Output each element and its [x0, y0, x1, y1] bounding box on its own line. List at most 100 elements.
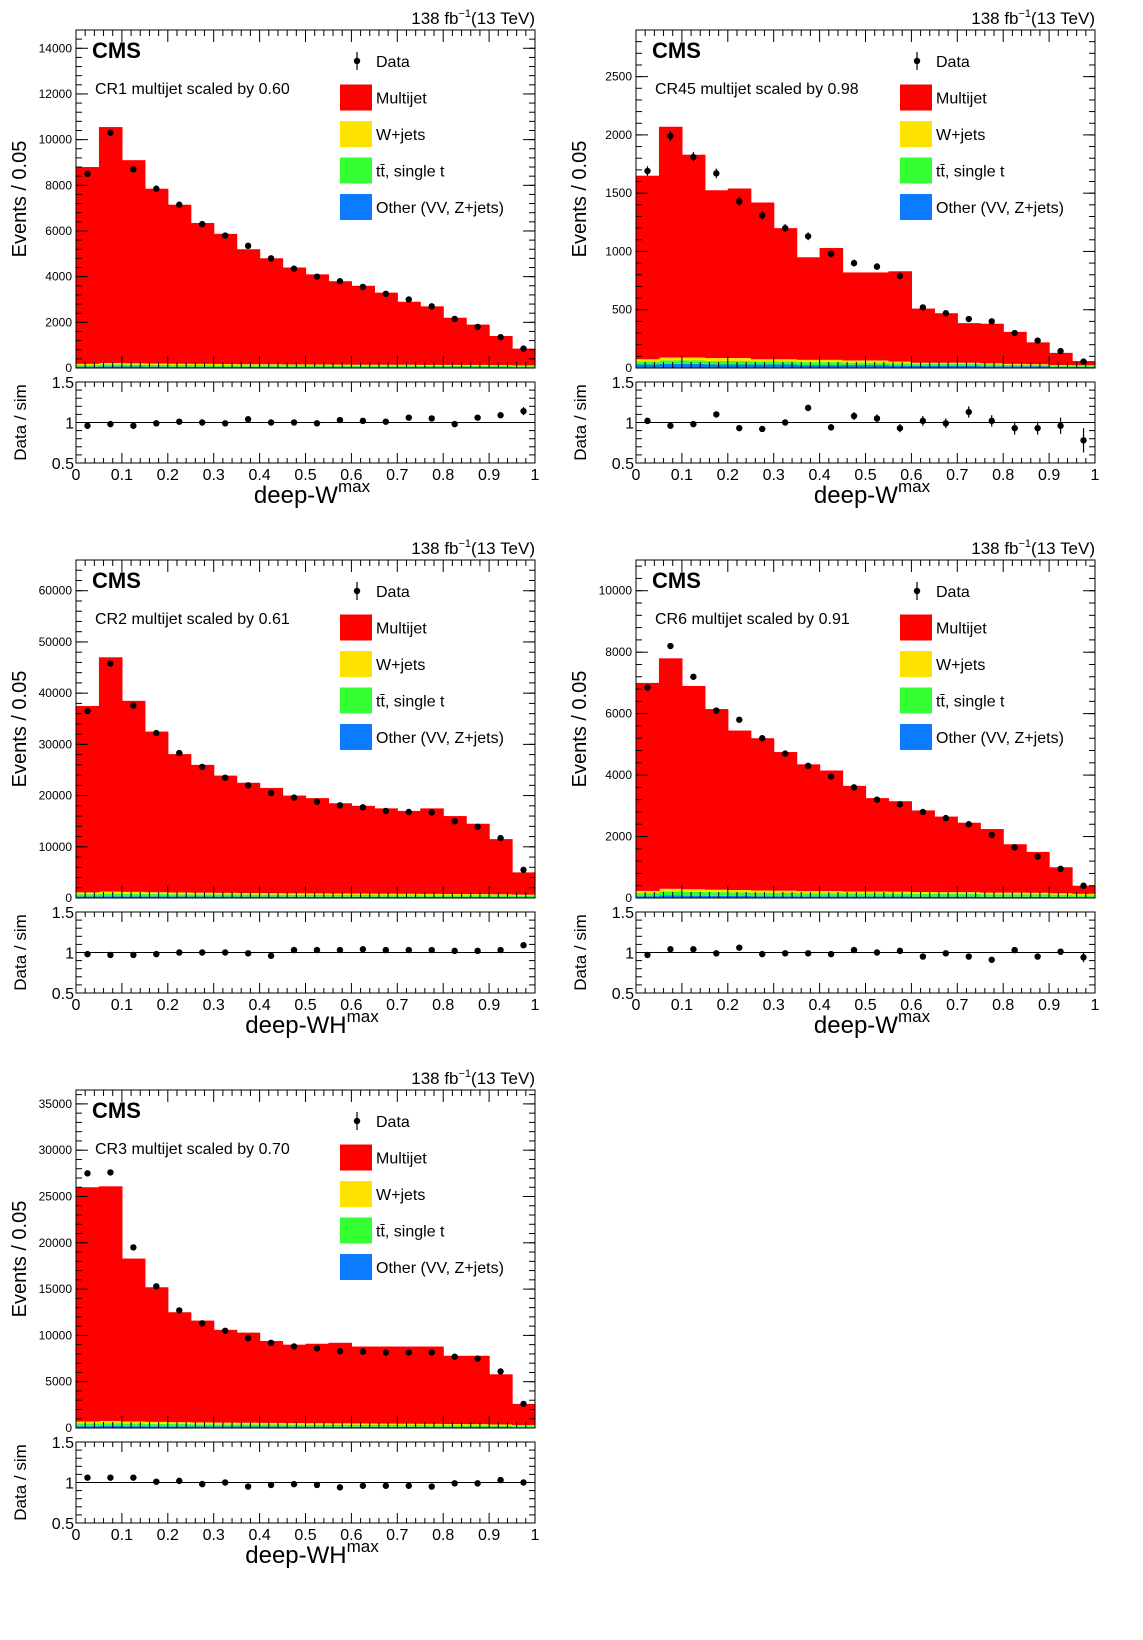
legend-swatch — [340, 1217, 372, 1244]
ratio-point — [382, 418, 390, 425]
bar-w-jets — [305, 893, 330, 895]
lumi-value: 138 fb — [411, 1069, 458, 1088]
bar-tt-single-t — [1049, 894, 1073, 897]
bar-tt-single-t — [351, 1424, 375, 1427]
legend-entry: Data — [936, 584, 970, 601]
bar-tt-single-t — [167, 894, 192, 897]
bar-w-jets — [865, 360, 890, 363]
ratio-point — [919, 417, 927, 425]
bar-multijet — [957, 822, 981, 893]
bar-tt-single-t — [1026, 365, 1050, 367]
bar-w-jets — [888, 361, 912, 364]
legend-entry: W+jets — [936, 657, 985, 674]
bar-multijet — [658, 126, 683, 358]
ratio-point — [1080, 437, 1087, 444]
x-axis-title-main: deep-W — [254, 482, 338, 509]
x-tick-label: 0.8 — [432, 467, 454, 484]
data-point — [497, 333, 504, 341]
bar-tt-single-t — [842, 893, 867, 897]
bar-w-jets — [121, 1421, 146, 1424]
lumi-unit-sup: −1 — [1019, 538, 1032, 550]
data-point — [919, 808, 927, 816]
y-tick-label: 50000 — [39, 635, 73, 649]
bar-w-jets — [489, 894, 513, 896]
bar-tt-single-t — [351, 895, 375, 897]
bar-other-vv-z-jets- — [636, 364, 660, 368]
data-point — [336, 802, 344, 809]
bar-other-vv-z-jets- — [443, 896, 467, 898]
region-label: CR6 multijet scaled by 0.91 — [655, 611, 850, 628]
legend-swatch — [340, 1144, 372, 1171]
x-tick-label: 0.1 — [671, 467, 693, 484]
bar-multijet — [1072, 885, 1096, 894]
bar-multijet — [374, 292, 398, 365]
ratio-point — [1011, 424, 1018, 432]
bar-tt-single-t — [957, 894, 981, 897]
lumi-unit-sup: −1 — [459, 8, 472, 20]
bar-multijet — [980, 323, 1004, 364]
chart-svg: 138 fb−1(13 TeV) 0 500 1000 1500 2000 2500 Even… — [569, 8, 1100, 509]
data-point — [107, 660, 114, 667]
ratio-point — [713, 411, 720, 418]
y-tick-label: 30000 — [39, 1143, 73, 1157]
ratio-point — [965, 408, 972, 416]
ratio-point — [290, 946, 298, 954]
ratio-point — [221, 1479, 229, 1486]
x-tick-label: 0.5 — [294, 467, 316, 484]
bar-w-jets — [512, 894, 536, 896]
bar-tt-single-t — [397, 365, 421, 368]
ratio-y-axis-title: Data / sim — [11, 1444, 30, 1521]
ratio-point — [690, 420, 697, 428]
ratio-point — [199, 1480, 206, 1488]
legend-swatch — [340, 194, 372, 220]
bar-tt-single-t — [512, 366, 536, 368]
bar-other-vv-z-jets- — [121, 366, 146, 368]
ratio-point — [1057, 422, 1064, 429]
bar-multijet — [727, 730, 752, 891]
bar-tt-single-t — [420, 365, 444, 368]
bar-tt-single-t — [259, 894, 284, 897]
bar-other-vv-z-jets- — [121, 1426, 146, 1428]
bar-tt-single-t — [727, 892, 752, 897]
bar-other-vv-z-jets- — [1072, 366, 1096, 368]
x-tick-label: 0.1 — [111, 1527, 133, 1544]
data-point — [359, 804, 367, 811]
bar-tt-single-t — [727, 361, 752, 365]
bar-other-vv-z-jets- — [213, 366, 238, 368]
bar-other-vv-z-jets- — [259, 366, 284, 368]
x-tick-label: 0.2 — [157, 997, 179, 1014]
data-point — [130, 166, 137, 173]
bar-other-vv-z-jets- — [259, 896, 284, 898]
bar-w-jets — [213, 1422, 238, 1425]
ratio-point — [130, 1474, 137, 1481]
bar-other-vv-z-jets- — [796, 365, 821, 368]
bar-tt-single-t — [512, 1426, 536, 1428]
bar-w-jets — [144, 363, 169, 365]
bar-multijet — [1026, 342, 1050, 365]
data-point — [1057, 347, 1064, 355]
x-tick-label: 0.6 — [340, 1527, 362, 1544]
bar-multijet — [144, 188, 169, 364]
x-axis-title-main: deep-W — [814, 482, 898, 509]
x-tick-label: 0.8 — [992, 997, 1014, 1014]
data-point — [690, 673, 697, 680]
bar-multijet — [819, 770, 844, 892]
data-point — [153, 1283, 160, 1290]
ratio-point — [176, 949, 183, 956]
legend-entry: Other (VV, Z+jets) — [376, 200, 504, 217]
bar-other-vv-z-jets- — [76, 896, 100, 898]
bar-other-vv-z-jets- — [76, 1426, 100, 1428]
bar-multijet — [512, 348, 536, 366]
bar-multijet — [957, 323, 981, 363]
x-tick-label: 0 — [72, 1527, 81, 1544]
x-tick-label: 0.9 — [1038, 467, 1060, 484]
x-tick-label: 0 — [632, 997, 641, 1014]
ratio-point — [107, 951, 114, 959]
bar-tt-single-t — [681, 360, 706, 364]
data-point — [474, 323, 481, 331]
x-tick-label: 0.5 — [854, 997, 876, 1014]
data-point — [244, 242, 252, 250]
bar-w-jets — [888, 891, 912, 894]
bar-multijet — [236, 249, 261, 365]
x-tick-label: 0.3 — [203, 467, 225, 484]
